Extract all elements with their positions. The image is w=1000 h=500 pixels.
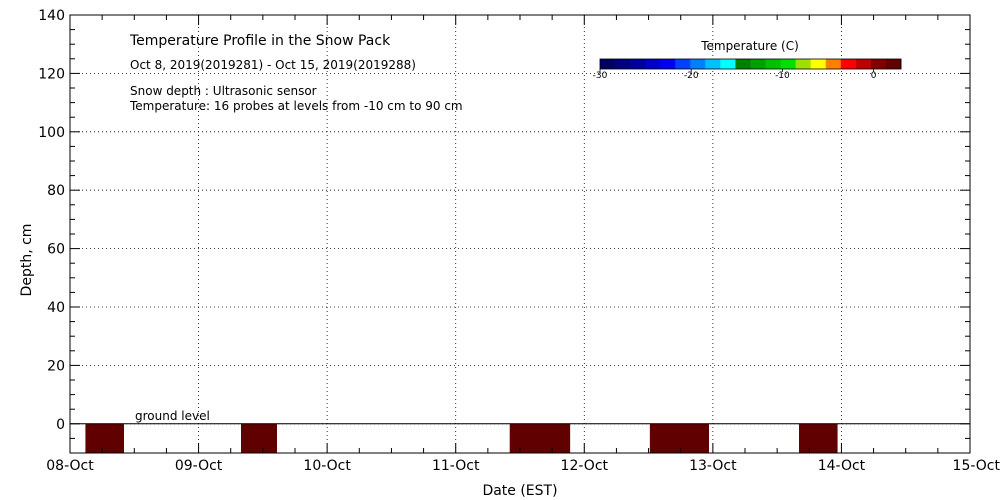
y-tick-label: 40 <box>47 300 65 316</box>
colorbar-swatch <box>615 59 631 69</box>
ground-level-label: ground level <box>135 409 210 423</box>
temperature-cell <box>799 423 838 453</box>
colorbar-swatch <box>690 59 706 69</box>
x-tick-label: 09-Oct <box>175 458 223 474</box>
axis-ticks <box>69 14 971 454</box>
colorbar-tick-label: -10 <box>775 71 790 81</box>
colorbar-swatch <box>735 59 751 69</box>
colorbar-swatch <box>645 59 661 69</box>
y-tick-label: 60 <box>47 242 65 258</box>
colorbar-frame <box>599 58 902 70</box>
temperature-cell <box>649 423 709 453</box>
colorbar-swatch <box>825 59 842 69</box>
temperature-cell <box>85 423 124 453</box>
colorbar-swatch <box>885 59 902 69</box>
y-tick-label: 120 <box>38 66 65 82</box>
x-axis-label: Date (EST) <box>482 483 557 499</box>
x-tick-label: 13-Oct <box>689 458 737 474</box>
colorbar: Temperature (C) -30 -20 -10 0 <box>593 39 902 81</box>
chart-title: Temperature Profile in the Snow Pack <box>129 33 391 49</box>
y-tick-label: 0 <box>56 417 65 433</box>
x-tick-label: 10-Oct <box>303 458 351 474</box>
colorbar-swatch <box>600 59 616 69</box>
plot-frame <box>69 14 971 454</box>
colorbar-title: Temperature (C) <box>700 39 799 53</box>
colorbar-swatch <box>660 59 676 69</box>
colorbar-swatch <box>810 59 827 69</box>
x-tick-label: 14-Oct <box>818 458 866 474</box>
x-tick-label: 11-Oct <box>432 458 480 474</box>
y-tick-labels: 0 20 40 60 80 100 120 140 <box>38 8 65 433</box>
y-tick-label: 80 <box>47 183 65 199</box>
colorbar-swatch <box>765 59 781 69</box>
x-tick-labels: 08-Oct 09-Oct 10-Oct 11-Oct 12-Oct 13-Oct 14-O… <box>46 458 1000 474</box>
colorbar-swatch <box>750 59 766 69</box>
note-temperature-probes: Temperature: 16 probes at levels from -1… <box>129 99 463 113</box>
y-axis-label: Depth, cm <box>19 224 35 297</box>
x-tick-label: 08-Oct <box>46 458 94 474</box>
chart-subtitle: Oct 8, 2019(2019281) - Oct 15, 2019(2019… <box>130 58 416 72</box>
colorbar-ticks: -30 -20 -10 0 <box>593 69 877 81</box>
colorbar-swatch <box>630 59 646 69</box>
colorbar-swatch <box>840 59 857 69</box>
x-tick-label: 12-Oct <box>561 458 609 474</box>
colorbar-swatch <box>705 59 721 69</box>
colorbar-tick-label: 0 <box>871 71 877 81</box>
colorbar-swatches <box>600 59 902 69</box>
colorbar-swatch <box>780 59 797 69</box>
temperature-cell <box>241 423 277 453</box>
x-tick-label: 15-Oct <box>953 458 1000 474</box>
temperature-cells <box>85 423 838 453</box>
colorbar-tick-label: -20 <box>684 71 699 81</box>
colorbar-swatch <box>720 59 736 69</box>
colorbar-swatch <box>870 59 887 69</box>
y-tick-label: 140 <box>38 8 65 24</box>
colorbar-tick-label: -30 <box>593 71 608 81</box>
note-snow-depth: Snow depth : Ultrasonic sensor <box>130 84 317 98</box>
colorbar-swatch <box>855 59 872 69</box>
colorbar-swatch <box>795 59 812 69</box>
temperature-cell <box>509 423 571 453</box>
y-tick-label: 100 <box>38 125 65 141</box>
colorbar-swatch <box>675 59 691 69</box>
y-tick-label: 20 <box>47 358 65 374</box>
